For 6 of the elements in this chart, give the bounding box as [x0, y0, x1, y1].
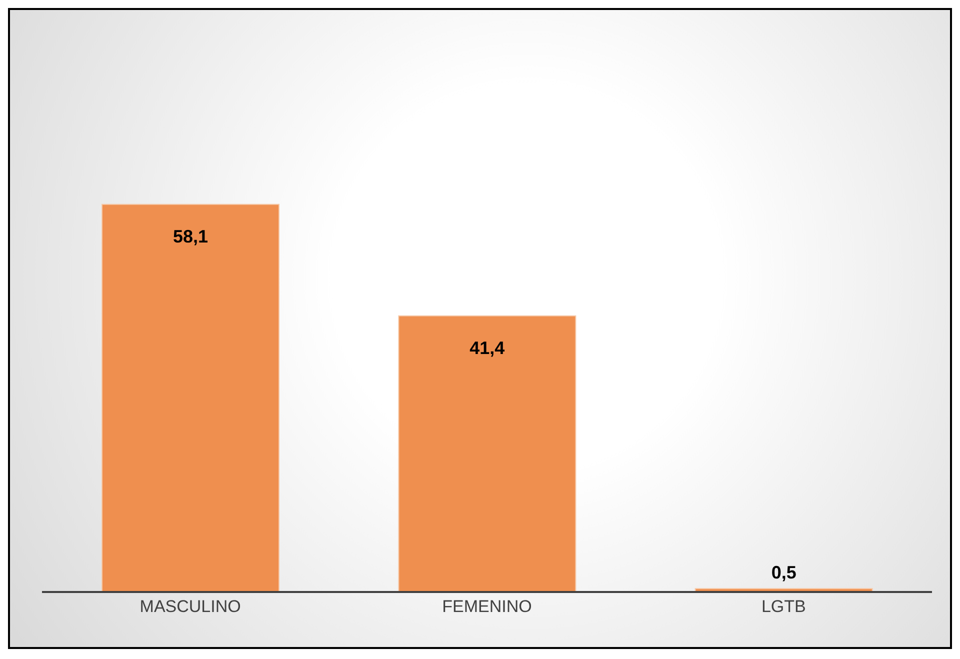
data-label: 41,4	[470, 338, 505, 358]
x-tick-label: FEMENINO	[442, 597, 532, 616]
x-tick-label: MASCULINO	[140, 597, 241, 616]
x-tick-label: LGTB	[761, 597, 806, 616]
data-label: 0,5	[771, 562, 796, 583]
data-label: 58,1	[172, 226, 208, 246]
